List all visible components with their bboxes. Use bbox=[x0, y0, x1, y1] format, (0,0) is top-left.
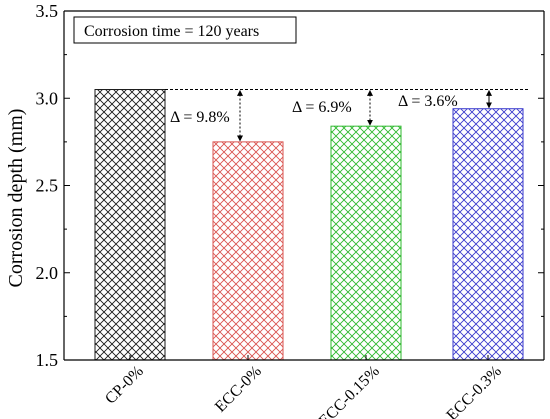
delta-label-1: Δ = 6.9% bbox=[292, 99, 352, 116]
y-tick-label: 2.5 bbox=[36, 176, 59, 196]
y-tick-label: 3.0 bbox=[36, 88, 59, 108]
y-tick-label: 3.5 bbox=[36, 1, 59, 21]
x-tick-label: ECC-0.3% bbox=[443, 363, 504, 419]
bar-ECC-0.3% bbox=[452, 108, 524, 361]
delta-label-2: Δ = 3.6% bbox=[398, 93, 458, 110]
bar-ECC-0% bbox=[212, 141, 284, 361]
x-tick-label: CP-0% bbox=[102, 363, 147, 408]
y-axis-label: Corrosion depth (mm) bbox=[5, 109, 27, 288]
info-text: Corrosion time = 120 years bbox=[84, 23, 259, 40]
delta-label-0: Δ = 9.8% bbox=[170, 109, 230, 126]
x-tick-label: ECC-0.15% bbox=[316, 363, 383, 419]
bar-CP-0% bbox=[94, 89, 166, 361]
y-tick-label: 2.0 bbox=[36, 263, 59, 283]
bar-ECC-0.15% bbox=[330, 125, 402, 361]
info-text-box: Corrosion time = 120 years bbox=[73, 16, 297, 44]
x-tick-label: ECC-0% bbox=[212, 363, 265, 416]
y-tick-label: 1.5 bbox=[36, 350, 59, 370]
